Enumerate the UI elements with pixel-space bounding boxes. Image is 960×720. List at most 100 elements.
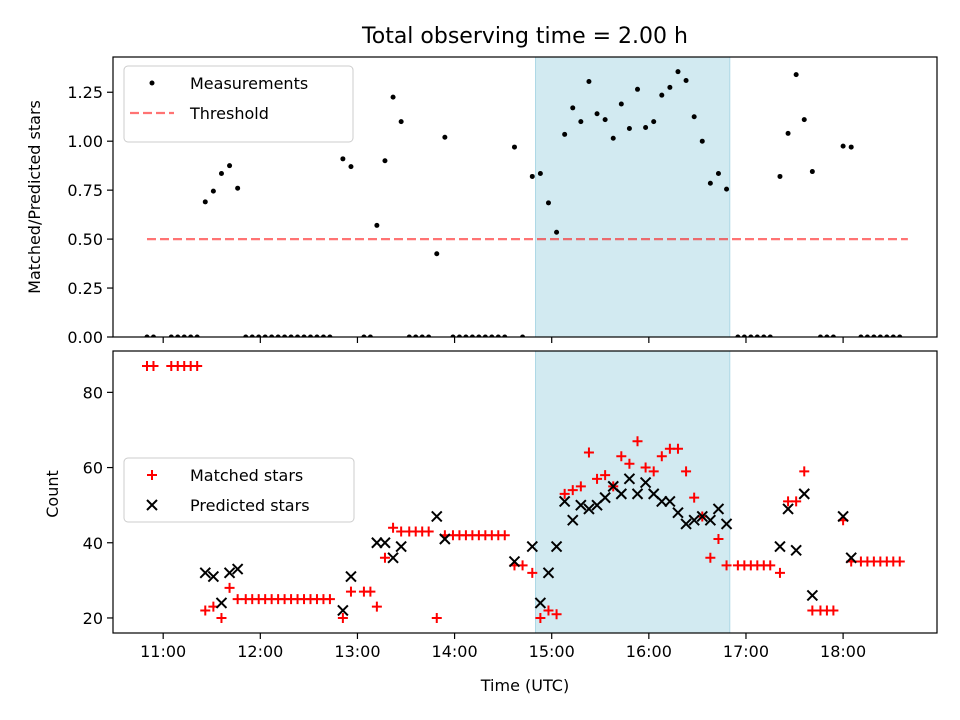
predicted-stars-point — [371, 537, 383, 549]
matched-stars-point — [527, 567, 538, 578]
matched-stars-point — [337, 612, 348, 623]
predicted-stars-point — [542, 567, 555, 579]
matched-stars-point — [431, 612, 442, 623]
top-y-tick-label: 0.00 — [67, 328, 103, 347]
measurements-point — [520, 334, 526, 337]
matched-stars-point — [681, 466, 692, 477]
matched-stars-point — [705, 552, 716, 563]
measurements-point — [288, 334, 294, 337]
measurements-point — [243, 334, 249, 337]
predicted-stars-point — [387, 552, 399, 564]
predicted-stars-point — [672, 506, 684, 519]
measurements-point — [715, 171, 721, 177]
top-y-tick-label: 0.25 — [67, 279, 103, 298]
measurements-point — [667, 84, 673, 90]
matched-stars-point — [379, 552, 390, 563]
predicted-stars-point — [599, 491, 611, 504]
measurements-point — [545, 200, 551, 206]
measurements-point — [651, 119, 657, 125]
predicted-stars-point — [345, 570, 357, 583]
measurements-point — [840, 143, 846, 149]
predicted-stars-point — [774, 540, 786, 553]
measurements-point — [382, 158, 388, 164]
measurements-point — [864, 334, 870, 337]
matched-stars-point — [371, 601, 382, 612]
measurements-point — [618, 101, 624, 107]
matched-stars-point — [721, 560, 732, 571]
x-tick-label: 11:00 — [140, 642, 186, 661]
predicted-stars-point — [526, 540, 538, 553]
measurements-point — [413, 334, 419, 337]
measurements-point — [562, 131, 568, 137]
top-y-tick-label: 1.00 — [67, 132, 103, 151]
measurements-point — [602, 117, 608, 123]
predicted-stars-point — [845, 552, 857, 564]
bottom-y-tick-label: 80 — [83, 383, 103, 402]
predicted-stars-point — [639, 476, 652, 489]
measurements-point — [210, 188, 216, 194]
measurements-point — [301, 334, 307, 337]
matched-stars-point — [365, 586, 376, 597]
predicted-stars-point — [199, 567, 211, 579]
predicted-stars-point — [712, 503, 725, 515]
measurements-point — [659, 92, 665, 98]
measurements-point — [202, 199, 208, 205]
measurements-point — [683, 77, 689, 83]
matched-stars-point — [656, 451, 667, 462]
x-axis-label: Time (UTC) — [480, 676, 569, 695]
measurements-point — [398, 119, 404, 125]
top-legend: Measurements Threshold — [123, 65, 354, 143]
measurements-point — [767, 334, 773, 337]
measurements-point — [374, 222, 380, 228]
top-legend-label: Measurements — [190, 74, 308, 93]
predicted-stars-point — [720, 518, 733, 530]
measurements-point — [327, 334, 333, 337]
predicted-stars-point — [567, 514, 579, 526]
predicted-stars-point — [431, 510, 443, 523]
predicted-stars-point — [782, 503, 794, 515]
measurements-point — [897, 334, 903, 337]
measurements-point — [502, 334, 508, 337]
predicted-stars-point — [508, 555, 521, 568]
measurements-point — [367, 334, 373, 337]
predicted-stars-point — [207, 570, 220, 583]
bottom-axes-frame — [112, 350, 938, 634]
measurements-point — [308, 334, 314, 337]
matched-stars-point — [543, 605, 554, 616]
matched-stars-point — [765, 560, 776, 571]
bottom-legend-label: Predicted stars — [190, 496, 310, 515]
measurements-point — [194, 334, 200, 337]
matched-stars-point — [632, 436, 643, 447]
chart-title: Total observing time = 2.00 h — [361, 24, 688, 49]
predicted-stars-point — [395, 540, 407, 553]
measurements-point — [761, 334, 767, 337]
matched-stars-point — [648, 466, 659, 477]
matched-stars-point — [592, 473, 603, 484]
predicted-stars-point — [704, 514, 717, 526]
measurements-point — [275, 334, 281, 337]
predicted-stars-point — [615, 488, 628, 500]
measurements-point — [144, 334, 150, 337]
top-y-axis-label: Matched/Predicted stars — [25, 100, 44, 294]
measurements-point — [282, 334, 288, 337]
predicted-stars-point — [550, 540, 563, 553]
top-observing-span — [535, 56, 731, 338]
predicted-stars-point — [790, 544, 802, 556]
top-legend-label: Threshold — [189, 104, 269, 123]
predicted-stars-point — [439, 533, 451, 545]
top-panel: 0.00 0.25 0.50 0.75 1.00 1.25 Measurements Thre… — [67, 56, 938, 347]
bottom-y-tick-label: 20 — [83, 609, 103, 628]
matched-stars-point — [799, 466, 810, 477]
measurements-point — [235, 185, 241, 191]
predicted-stars-point — [806, 589, 819, 602]
matched-stars-point — [535, 612, 546, 623]
measurements-point — [809, 169, 815, 175]
predicted-stars-point — [583, 503, 595, 515]
matched-stars-point — [345, 586, 356, 597]
matched-stars-point — [640, 462, 651, 473]
measurements-point — [801, 117, 807, 123]
top-y-tick-label: 0.50 — [67, 230, 103, 249]
measurements-point — [262, 334, 268, 337]
predicted-stars-point — [696, 510, 708, 523]
